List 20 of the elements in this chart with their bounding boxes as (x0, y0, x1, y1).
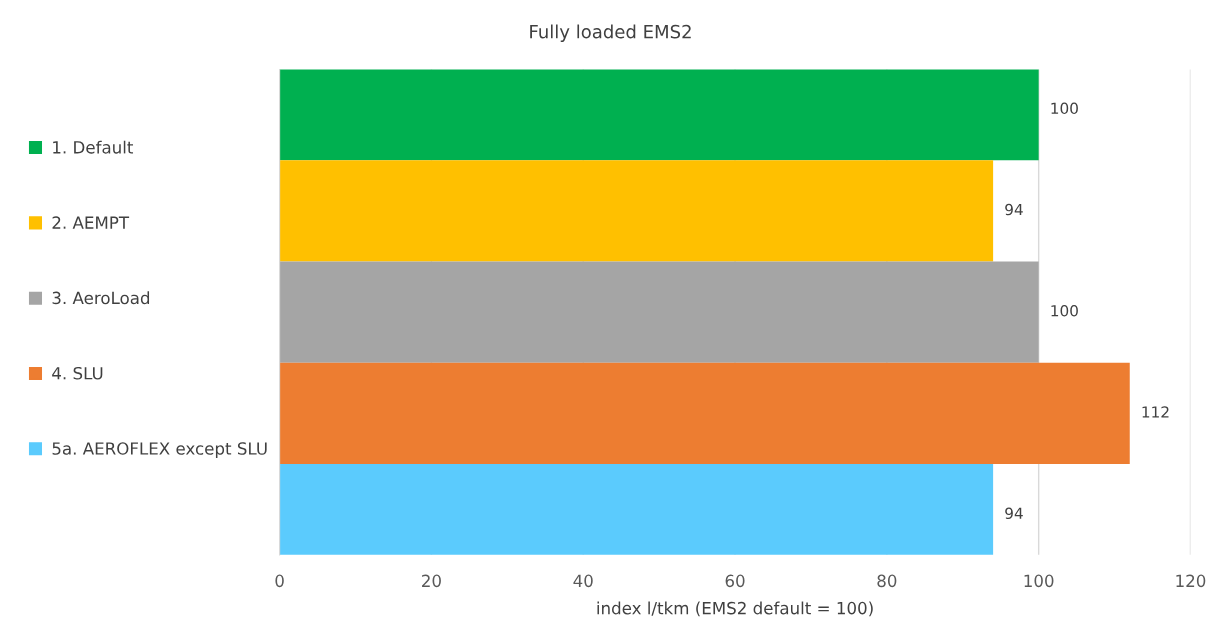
text: 100 (1051, 102, 1078, 115)
x-tick-label: 120 (1176, 574, 1206, 588)
text: 100 (1051, 305, 1078, 317)
text: 94 (1005, 507, 1023, 520)
x-tick-label: 100 (1024, 574, 1054, 588)
legend-label: 4. SLU (52, 366, 103, 380)
legend-label: 5a. AEROFLEX except SLU (52, 442, 267, 459)
x-tick-label: 40 (573, 574, 593, 588)
x-tick-label: 80 (877, 574, 897, 588)
text: 94 (1005, 203, 1023, 216)
x-tick-label: 60 (725, 574, 745, 588)
x-tick-label: 0 (275, 574, 284, 588)
bar (279, 261, 1039, 363)
chart-title: Fully loaded EMS2 (530, 24, 691, 42)
legend-label: 2. AEMPT (52, 216, 130, 229)
x-tick-label: 20 (422, 574, 441, 588)
x-axis-title: index l/tkm (EMS2 default = 100) (597, 601, 873, 617)
legend-label: 3. AeroLoad (52, 291, 150, 305)
legend-label: 1. Default (53, 140, 134, 154)
text: 112 (1142, 406, 1169, 418)
